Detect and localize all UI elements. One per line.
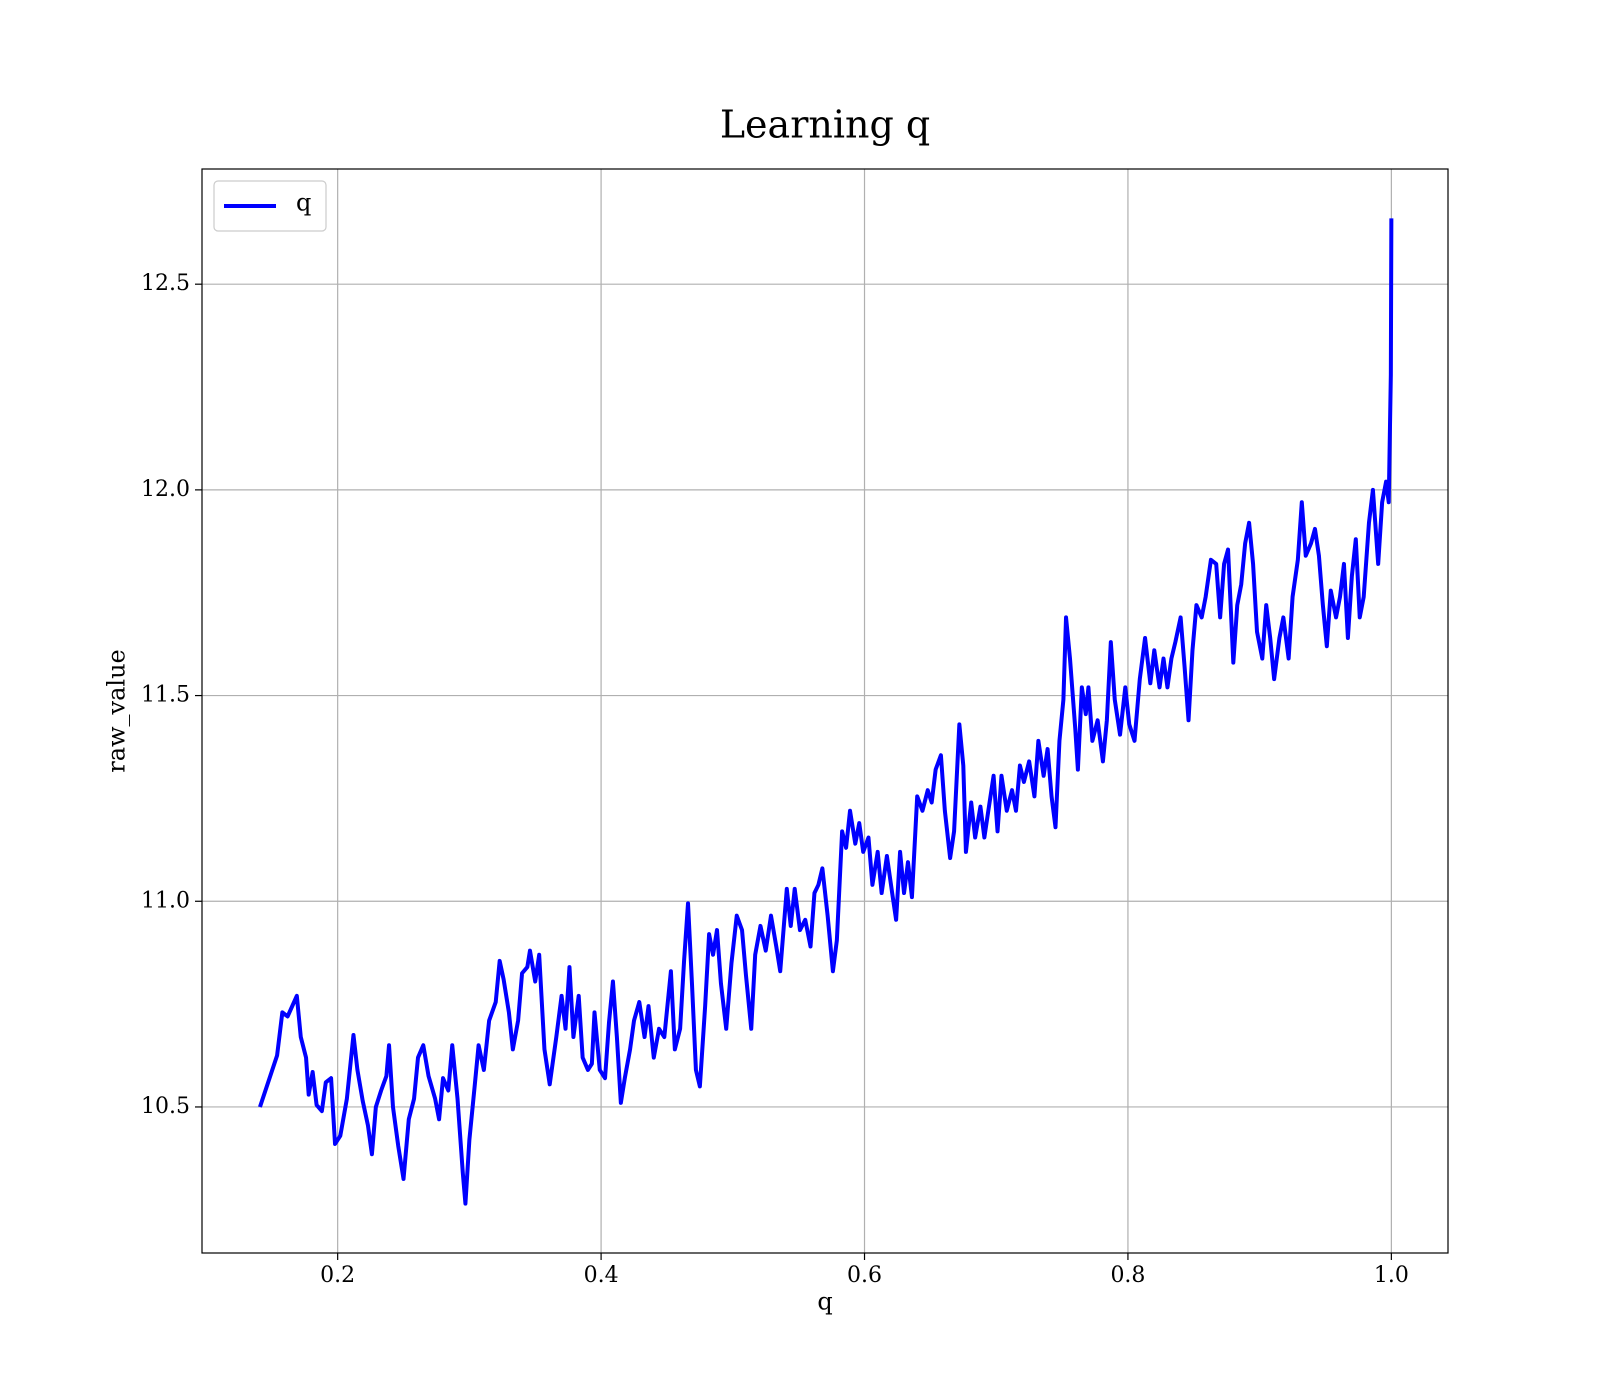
y-tick-label: 12.5: [141, 271, 190, 296]
data-line: [258, 218, 1394, 1206]
y-tick-label: 10.5: [141, 1094, 190, 1119]
legend: q: [213, 180, 327, 232]
x-axis-label: q: [817, 1288, 832, 1316]
x-tick-label: 0.2: [320, 1263, 355, 1288]
x-tick-label: 0.8: [1110, 1263, 1145, 1288]
x-tick-label: 0.4: [584, 1263, 619, 1288]
chart-title: Learning q: [720, 103, 930, 147]
x-tick-label: 1.0: [1374, 1263, 1409, 1288]
plot-frame: [201, 168, 1449, 1254]
y-tick-label: 11.0: [141, 888, 190, 913]
y-axis-label: raw_value: [103, 649, 131, 773]
y-tick-label: 12.0: [141, 477, 190, 502]
legend-label: q: [296, 189, 311, 217]
y-tick-label: 11.5: [141, 683, 190, 708]
x-tick-label: 0.6: [847, 1263, 882, 1288]
